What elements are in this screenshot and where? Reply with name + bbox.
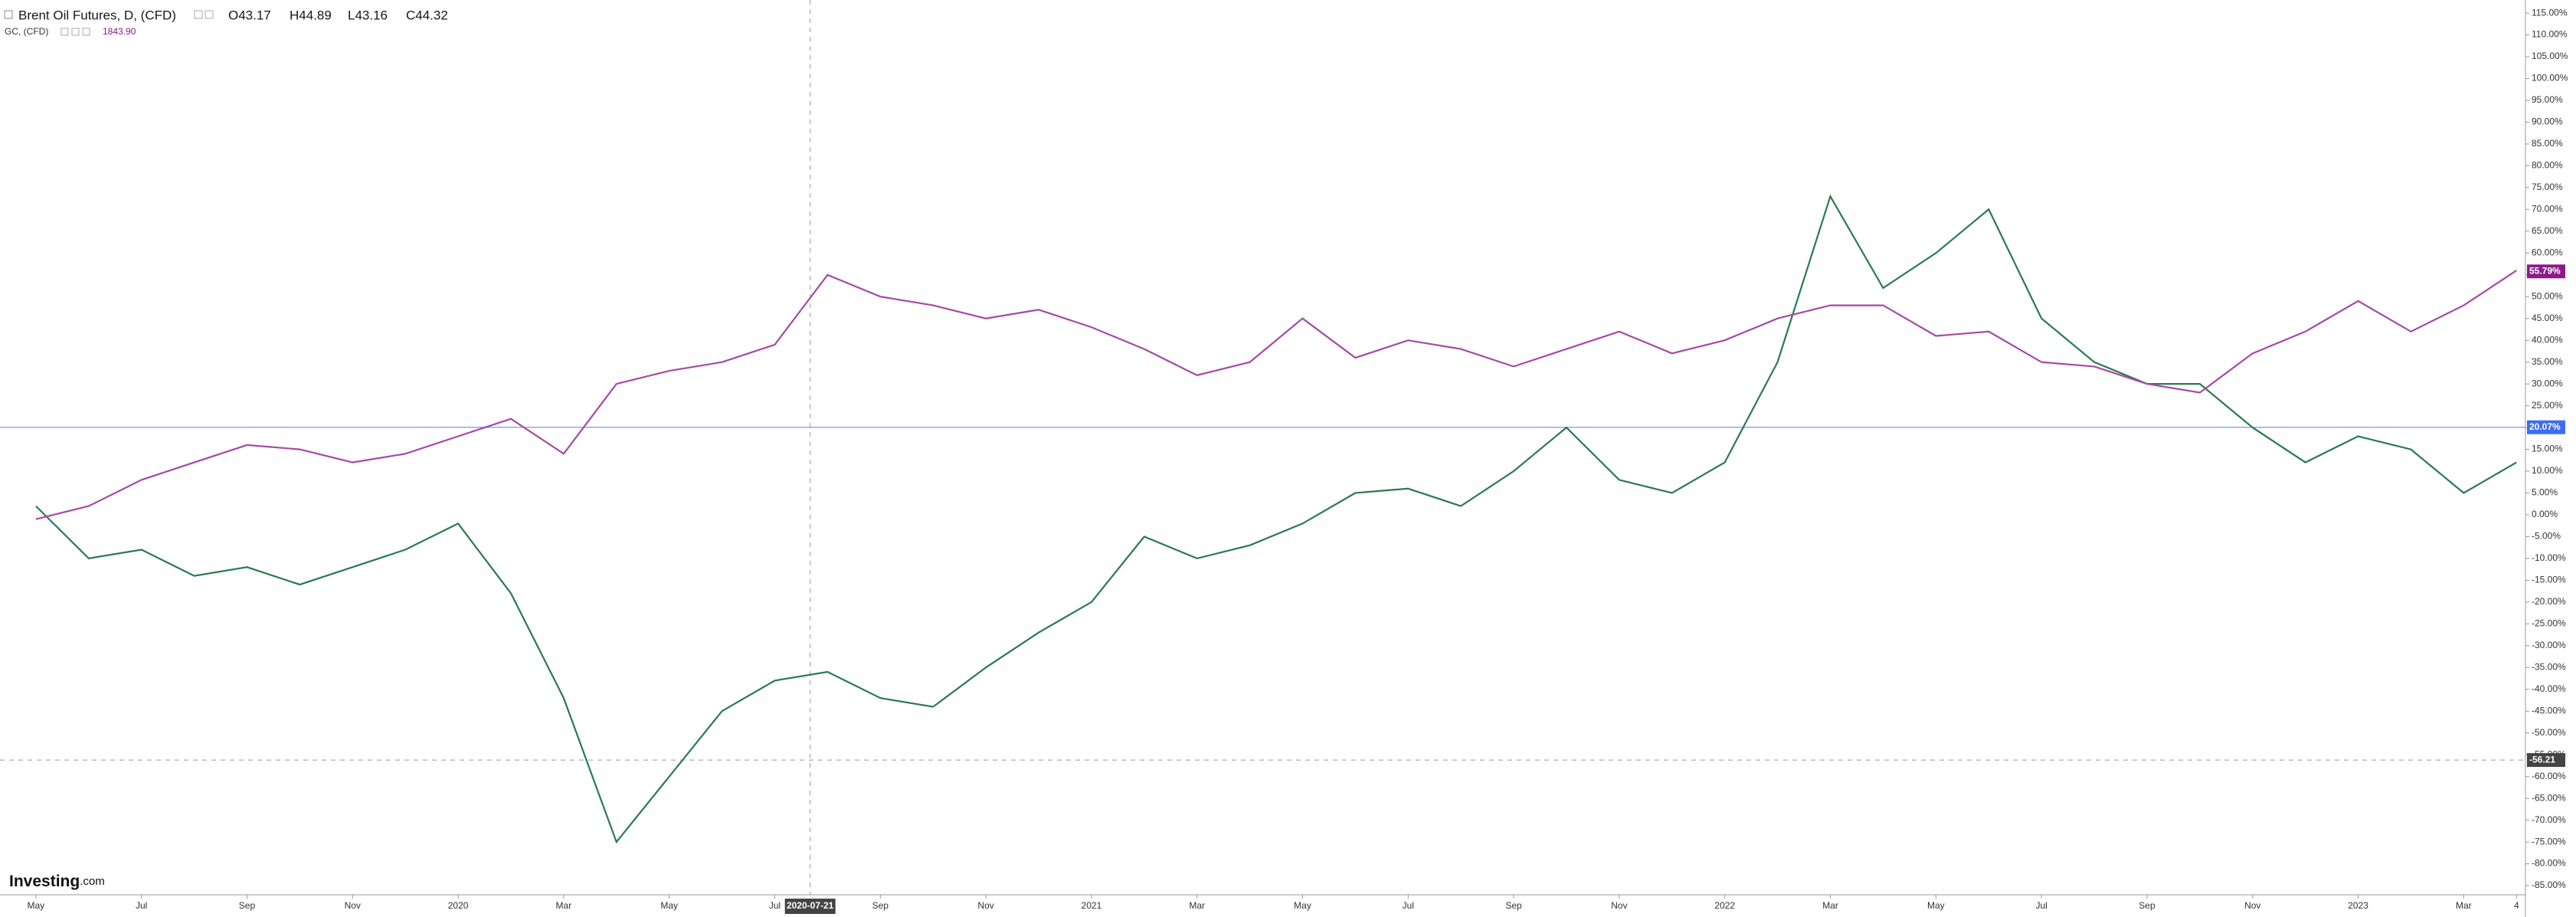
logo-brand: Investing — [9, 873, 80, 890]
last-value-box — [2527, 264, 2565, 279]
y-tick-label: -80.00% — [2532, 858, 2566, 869]
y-tick-label: 100.00% — [2532, 73, 2568, 84]
y-tick-label: 15.00% — [2532, 444, 2563, 454]
x-tick-label: Jul — [136, 900, 147, 911]
crosshair-y-label: -56.21 — [2529, 754, 2555, 765]
logo-suffix: .com — [80, 875, 105, 888]
y-tick-label: -15.00% — [2532, 575, 2566, 585]
y-tick-label: 90.00% — [2532, 116, 2563, 127]
y-tick-label: 5.00% — [2532, 487, 2558, 498]
x-tick-label: 2020 — [448, 900, 469, 911]
x-tick-label: 2023 — [2348, 900, 2368, 911]
x-tick-label: Sep — [239, 900, 256, 911]
high-value: H44.89 — [290, 8, 332, 22]
y-tick-label: 115.00% — [2532, 7, 2568, 18]
plot-area — [0, 0, 2525, 895]
crosshair-y-box — [2527, 753, 2565, 768]
price-line-box — [2527, 420, 2565, 434]
x-tick-label: Sep — [872, 900, 889, 911]
logo: Investing.com — [9, 873, 105, 890]
x-tick-label: May — [1927, 900, 1945, 911]
x-tick-label: Jul — [769, 900, 781, 911]
y-tick-label: 80.00% — [2532, 160, 2563, 171]
settings-button[interactable] — [61, 28, 69, 36]
y-tick-label: -70.00% — [2532, 814, 2566, 825]
y-tick-label: -60.00% — [2532, 771, 2566, 781]
y-tick-label: 40.00% — [2532, 334, 2563, 345]
settings-button[interactable] — [194, 10, 203, 19]
y-tick-label: 45.00% — [2532, 313, 2563, 323]
y-tick-label: -85.00% — [2532, 879, 2566, 890]
crosshair-x-label: 2020-07-21 — [787, 900, 834, 911]
y-tick-label: 50.00% — [2532, 290, 2563, 301]
y-tick-label: -20.00% — [2532, 596, 2566, 607]
compare-value: 1843.90 — [103, 26, 136, 37]
hide-button[interactable] — [71, 28, 80, 36]
close-value: C44.32 — [406, 8, 448, 22]
y-tick-label: 85.00% — [2532, 138, 2563, 149]
x-tick-label: Nov — [345, 900, 361, 911]
x-tick-label: 4 — [2514, 900, 2519, 911]
low-value: L43.16 — [348, 8, 388, 22]
y-tick-label: -45.00% — [2532, 705, 2566, 716]
close-button[interactable] — [205, 10, 214, 19]
x-tick-label: Mar — [1822, 900, 1838, 911]
y-tick-label: 95.00% — [2532, 94, 2563, 105]
y-tick-label: -25.00% — [2532, 618, 2566, 629]
x-tick-label: Mar — [2456, 900, 2472, 911]
collapse-button[interactable] — [4, 10, 13, 19]
compare-symbol: GC, (CFD) — [5, 26, 48, 37]
x-tick-label: Mar — [556, 900, 572, 911]
y-tick-label: 10.00% — [2532, 465, 2563, 476]
series-line — [35, 270, 2517, 520]
y-tick-label: 0.00% — [2532, 509, 2558, 519]
x-tick-label: 2021 — [1082, 900, 1102, 911]
last-value-label: 55.79% — [2529, 265, 2561, 276]
open-value: O43.17 — [228, 8, 271, 22]
close-button[interactable] — [82, 28, 90, 36]
y-tick-label: 25.00% — [2532, 400, 2563, 411]
y-tick-label: -5.00% — [2532, 531, 2561, 542]
y-tick-label: -40.00% — [2532, 683, 2566, 694]
series-line — [35, 194, 2517, 844]
y-tick-label: 65.00% — [2532, 225, 2563, 236]
x-tick-label: Sep — [2139, 900, 2155, 911]
y-tick-label: -35.00% — [2532, 661, 2566, 672]
y-tick-label: -65.00% — [2532, 792, 2566, 803]
x-tick-label: Nov — [2244, 900, 2260, 911]
y-tick-label: 60.00% — [2532, 247, 2563, 257]
symbol-name: Brent Oil Futures, D, (CFD) — [18, 8, 176, 22]
x-tick-label: Jul — [2035, 900, 2047, 911]
y-tick-label: 110.00% — [2532, 29, 2568, 40]
x-tick-label: Nov — [1611, 900, 1627, 911]
y-tick-label: -75.00% — [2532, 836, 2566, 847]
x-tick-label: 2022 — [1714, 900, 1735, 911]
x-tick-label: Mar — [1189, 900, 1205, 911]
x-tick-label: Jul — [1403, 900, 1414, 911]
x-tick-label: Sep — [1505, 900, 1522, 911]
y-tick-label: -10.00% — [2532, 552, 2566, 563]
x-tick-label: May — [28, 900, 45, 911]
x-tick-label: May — [660, 900, 678, 911]
y-tick-label: 30.00% — [2532, 378, 2563, 388]
y-tick-label: 105.00% — [2532, 51, 2568, 61]
x-tick-label: Nov — [977, 900, 993, 911]
y-tick-label: -30.00% — [2532, 640, 2566, 650]
y-tick-label: -50.00% — [2532, 727, 2566, 738]
x-tick-label: May — [1294, 900, 1311, 911]
y-tick-label: 35.00% — [2532, 356, 2563, 367]
y-tick-label: 70.00% — [2532, 204, 2563, 215]
price-line-label: 20.07% — [2529, 421, 2561, 432]
y-tick-label: 75.00% — [2532, 182, 2563, 192]
crosshair-x-box — [784, 899, 836, 914]
